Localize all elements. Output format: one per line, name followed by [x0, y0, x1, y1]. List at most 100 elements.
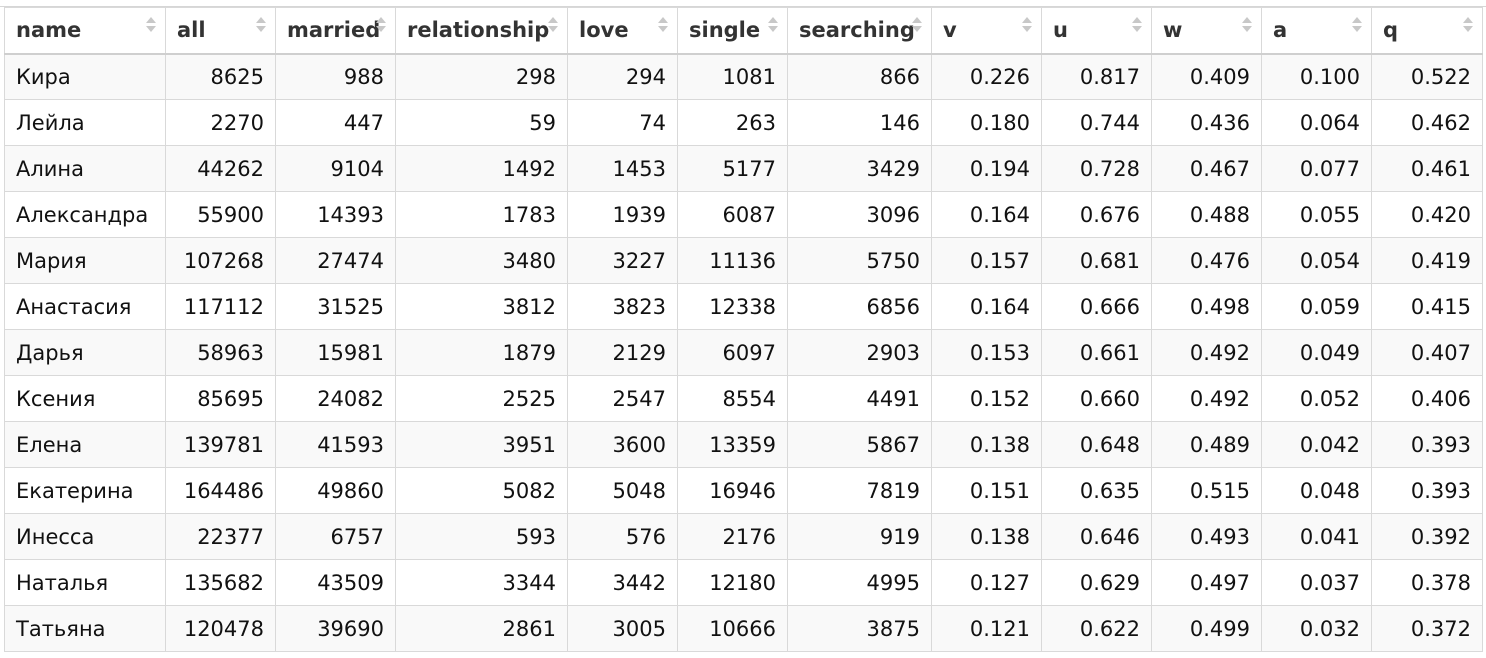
sort-icon[interactable]	[768, 16, 778, 36]
table-cell-single: 5177	[677, 145, 788, 192]
table-cell-married: 14393	[275, 191, 396, 238]
table-cell-q: 0.415	[1371, 283, 1483, 330]
table-cell-all: 44262	[165, 145, 276, 192]
table-cell-single: 16946	[677, 467, 788, 514]
column-header-all[interactable]: all	[165, 7, 276, 55]
sort-icon[interactable]	[1352, 16, 1362, 36]
table-cell-w: 0.497	[1151, 559, 1262, 606]
table-cell-name: Алина	[4, 145, 166, 192]
table-cell-searching: 2903	[787, 329, 932, 376]
table-cell-v: 0.164	[931, 191, 1042, 238]
column-header-q[interactable]: q	[1371, 7, 1483, 55]
table-cell-a: 0.055	[1261, 191, 1372, 238]
table-cell-love: 2547	[567, 375, 678, 422]
table-cell-relationship: 3480	[395, 237, 568, 284]
table-cell-u: 0.676	[1041, 191, 1152, 238]
table-cell-searching: 5867	[787, 421, 932, 468]
table-cell-married: 9104	[275, 145, 396, 192]
column-header-love[interactable]: love	[567, 7, 678, 55]
column-header-a[interactable]: a	[1261, 7, 1372, 55]
table-row: Анастасия 117112 31525 3812 3823 12338 6856 0.1…	[4, 283, 1483, 330]
column-header-label: married	[287, 18, 381, 43]
table-cell-relationship: 1783	[395, 191, 568, 238]
table-cell-relationship: 1879	[395, 329, 568, 376]
table-cell-love: 3227	[567, 237, 678, 284]
column-header-v[interactable]: v	[931, 7, 1042, 55]
table-cell-love: 2129	[567, 329, 678, 376]
table-cell-a: 0.077	[1261, 145, 1372, 192]
table-cell-q: 0.393	[1371, 467, 1483, 514]
table-cell-love: 5048	[567, 467, 678, 514]
table-row: Александра 55900 14393 1783 1939 6087 3096 0.16…	[4, 191, 1483, 238]
table-cell-all: 164486	[165, 467, 276, 514]
table-cell-name: Лейла	[4, 99, 166, 146]
table-cell-relationship: 2525	[395, 375, 568, 422]
column-header-name[interactable]: name	[4, 7, 166, 55]
table-cell-relationship: 2861	[395, 605, 568, 652]
table-cell-all: 117112	[165, 283, 276, 330]
table-cell-name: Екатерина	[4, 467, 166, 514]
table-cell-v: 0.138	[931, 513, 1042, 560]
table-cell-searching: 146	[787, 99, 932, 146]
table-cell-single: 1081	[677, 53, 788, 100]
table-cell-love: 1453	[567, 145, 678, 192]
table-cell-love: 74	[567, 99, 678, 146]
table-cell-v: 0.226	[931, 53, 1042, 100]
table-cell-q: 0.372	[1371, 605, 1483, 652]
table-cell-w: 0.499	[1151, 605, 1262, 652]
table-cell-u: 0.661	[1041, 329, 1152, 376]
table-cell-name: Кира	[4, 53, 166, 100]
sort-icon[interactable]	[1242, 16, 1252, 36]
sort-icon[interactable]	[548, 16, 558, 36]
table-cell-all: 2270	[165, 99, 276, 146]
table-cell-married: 447	[275, 99, 396, 146]
table-cell-single: 11136	[677, 237, 788, 284]
table-cell-a: 0.048	[1261, 467, 1372, 514]
sort-icon[interactable]	[658, 16, 668, 36]
table-cell-w: 0.488	[1151, 191, 1262, 238]
table-cell-w: 0.409	[1151, 53, 1262, 100]
table-header: name all married relationship love single sear…	[4, 7, 1483, 55]
column-header-searching[interactable]: searching	[787, 7, 932, 55]
sort-icon[interactable]	[146, 16, 156, 36]
sort-icon[interactable]	[256, 16, 266, 36]
sort-icon[interactable]	[1022, 16, 1032, 36]
column-header-label: q	[1383, 18, 1399, 43]
column-header-married[interactable]: married	[275, 7, 396, 55]
table-cell-v: 0.151	[931, 467, 1042, 514]
column-header-label: u	[1053, 18, 1068, 43]
table-row: Инесса 22377 6757 593 576 2176 919 0.138 0.646 0.…	[4, 513, 1483, 560]
table-cell-q: 0.378	[1371, 559, 1483, 606]
table-cell-w: 0.498	[1151, 283, 1262, 330]
column-header-u[interactable]: u	[1041, 7, 1152, 55]
sort-icon[interactable]	[1132, 16, 1142, 36]
table-cell-name: Александра	[4, 191, 166, 238]
sort-icon[interactable]	[376, 16, 386, 36]
column-header-single[interactable]: single	[677, 7, 788, 55]
table-cell-v: 0.180	[931, 99, 1042, 146]
table-cell-single: 12338	[677, 283, 788, 330]
sort-icon[interactable]	[912, 16, 922, 36]
table-cell-all: 85695	[165, 375, 276, 422]
table-cell-q: 0.393	[1371, 421, 1483, 468]
table-cell-u: 0.646	[1041, 513, 1152, 560]
table-cell-love: 294	[567, 53, 678, 100]
table-cell-v: 0.152	[931, 375, 1042, 422]
column-header-relationship[interactable]: relationship	[395, 7, 568, 55]
table-cell-name: Мария	[4, 237, 166, 284]
table-cell-q: 0.419	[1371, 237, 1483, 284]
table-cell-all: 120478	[165, 605, 276, 652]
table-cell-u: 0.622	[1041, 605, 1152, 652]
table-cell-love: 576	[567, 513, 678, 560]
table-row: Ксения 85695 24082 2525 2547 8554 4491 0.152 0.6…	[4, 375, 1483, 422]
table-cell-love: 3600	[567, 421, 678, 468]
column-header-w[interactable]: w	[1151, 7, 1262, 55]
table-cell-w: 0.493	[1151, 513, 1262, 560]
table-cell-love: 3442	[567, 559, 678, 606]
table-cell-a: 0.054	[1261, 237, 1372, 284]
table-cell-searching: 5750	[787, 237, 932, 284]
table-cell-married: 43509	[275, 559, 396, 606]
table-cell-w: 0.492	[1151, 375, 1262, 422]
sort-icon[interactable]	[1463, 16, 1473, 36]
column-header-label: searching	[799, 18, 915, 43]
